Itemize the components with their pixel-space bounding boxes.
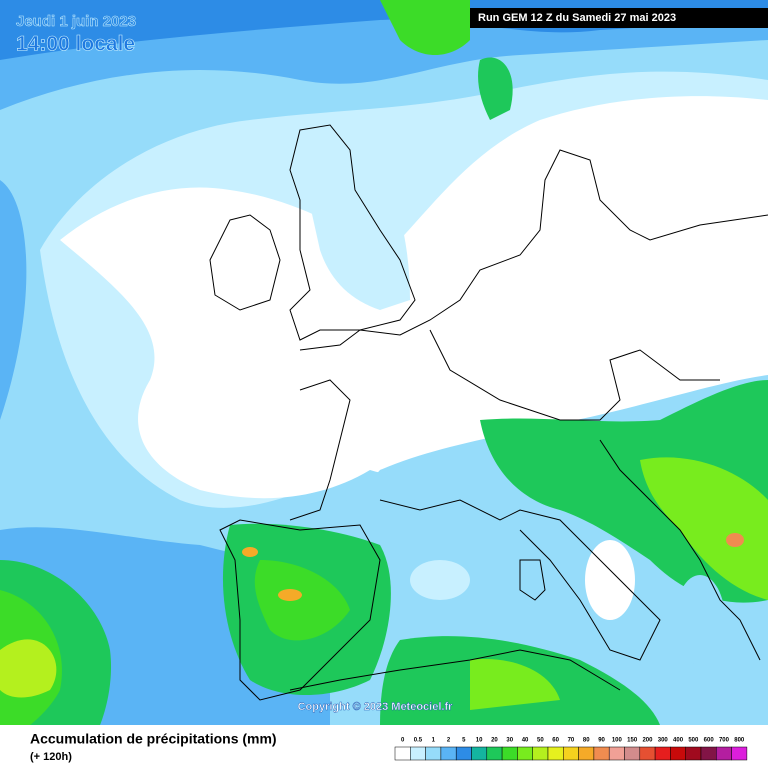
scale-label: 800: [734, 738, 745, 744]
scale-label: 20: [491, 738, 498, 744]
legend-strip: [0, 725, 768, 768]
scale-label: 0: [401, 738, 405, 744]
scale-label: 80: [583, 738, 590, 744]
legend-title: Accumulation de précipitations (mm): [30, 731, 277, 747]
scale-swatch: [563, 746, 579, 761]
scale-swatch: [670, 746, 686, 761]
precip-field: [0, 0, 768, 726]
scale-swatch: [547, 746, 564, 761]
scale-swatch: [440, 746, 457, 761]
scale-swatch: [501, 746, 518, 761]
scale-swatch: [593, 746, 610, 761]
scale-label: 50: [537, 738, 544, 744]
scale-swatch: [532, 746, 549, 761]
scale-label: 700: [719, 738, 730, 744]
scale-label: 5: [462, 738, 466, 744]
scale-label: 150: [627, 738, 638, 744]
scale-label: 40: [522, 738, 529, 744]
scale-swatch: [486, 746, 503, 761]
scale-swatch: [685, 746, 702, 761]
scale-label: 100: [612, 738, 623, 744]
scale-swatch: [517, 746, 533, 761]
scale-swatch: [394, 746, 411, 761]
scale-swatch: [608, 746, 625, 761]
legend-subtitle: (+ 120h): [30, 751, 72, 763]
scale-swatch: [639, 746, 656, 761]
scale-label: 400: [673, 738, 684, 744]
map-date: Jeudi 1 juin 2023: [16, 13, 136, 30]
scale-label: 2: [447, 738, 451, 744]
scale-swatch: [455, 746, 472, 761]
scale-label: 30: [506, 738, 513, 744]
run-info: Run GEM 12 Z du Samedi 27 mai 2023: [478, 12, 676, 24]
scale-swatch: [716, 746, 732, 761]
color-scale: 0 0.5 1 2 5 10 20 30 40 50 60 70 80 90 100 150 200 300 400…: [394, 738, 748, 761]
scale-label: 60: [552, 738, 559, 744]
scale-swatch: [410, 746, 426, 761]
scale-label: 500: [688, 738, 699, 744]
run-box: [470, 8, 768, 28]
coastlines: [209, 124, 768, 701]
scale-label: 10: [476, 738, 483, 744]
scale-label: 600: [704, 738, 715, 744]
scale-label: 200: [642, 738, 653, 744]
scale-swatch: [471, 746, 488, 761]
scale-label: 0.5: [414, 738, 423, 744]
scale-swatch: [578, 746, 595, 761]
scale-label: 90: [598, 738, 605, 744]
scale-label: 1: [432, 738, 436, 744]
scale-swatch: [624, 746, 641, 761]
scale-label: 70: [568, 738, 575, 744]
scale-swatch: [700, 746, 717, 761]
copyright: Copyright © 2023 Meteociel.fr: [298, 701, 454, 713]
scale-label: 300: [658, 738, 669, 744]
scale-swatch: [425, 746, 442, 761]
scale-swatch: [731, 746, 748, 761]
scale-swatch: [654, 746, 671, 761]
map-time: 14:00 locale: [16, 33, 135, 56]
